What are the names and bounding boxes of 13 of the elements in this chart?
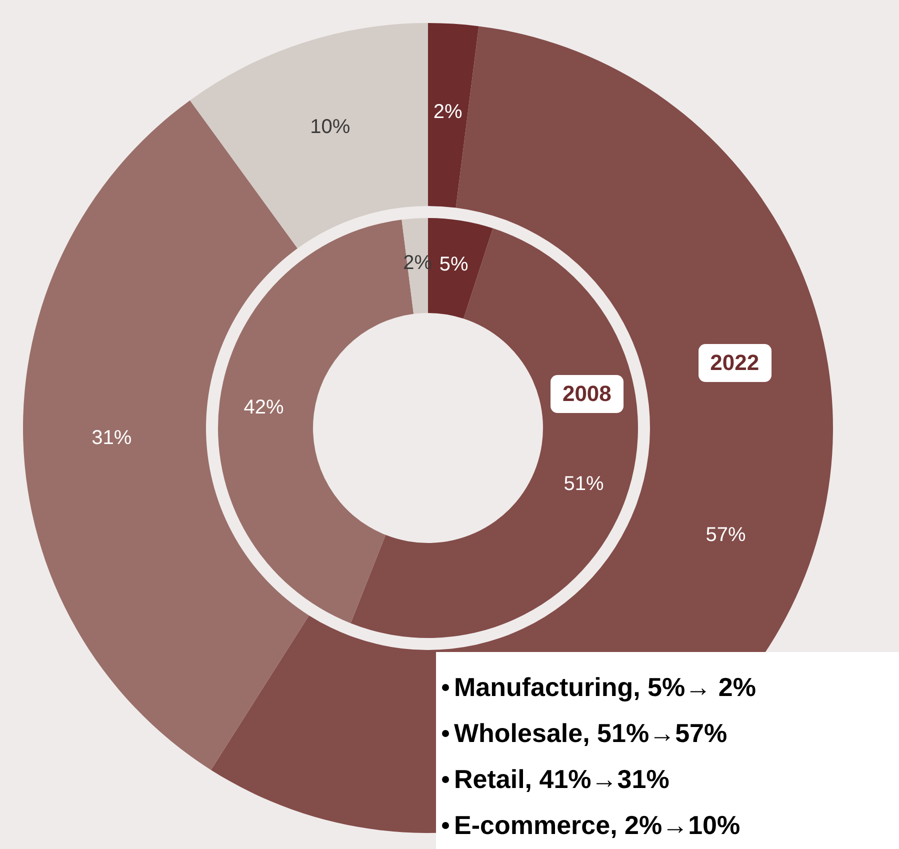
data-label: 5% bbox=[439, 254, 469, 276]
category-label: Manufacturing, 5%→ 2% bbox=[454, 672, 756, 702]
data-label: 2% bbox=[433, 101, 463, 124]
category-label: E-commerce, 2%→10% bbox=[454, 810, 740, 840]
slice-label: 2008 bbox=[550, 375, 624, 414]
data-label: 42% bbox=[244, 396, 284, 418]
data-label: 51% bbox=[564, 473, 604, 496]
data-label: 10% bbox=[310, 116, 350, 138]
category-label: Retail, 41%→31% bbox=[454, 764, 670, 794]
data-label: 57% bbox=[706, 524, 746, 546]
category-label: Wholesale, 51%→57% bbox=[454, 718, 728, 748]
slice-label: 2022 bbox=[698, 344, 772, 382]
data-label: 31% bbox=[92, 426, 132, 449]
